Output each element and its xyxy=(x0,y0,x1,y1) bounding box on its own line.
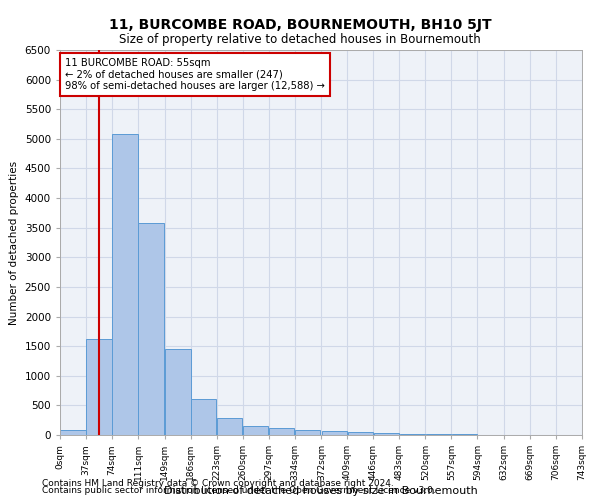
Bar xyxy=(217,418,242,435)
Y-axis label: Number of detached properties: Number of detached properties xyxy=(9,160,19,324)
Bar xyxy=(295,430,320,435)
Text: Contains HM Land Registry data © Crown copyright and database right 2024.: Contains HM Land Registry data © Crown c… xyxy=(42,478,394,488)
Bar xyxy=(191,400,217,435)
Bar xyxy=(138,223,164,435)
Bar xyxy=(452,434,477,435)
Bar xyxy=(86,339,112,435)
Bar xyxy=(112,134,138,435)
Text: Contains public sector information licensed under the Open Government Licence v3: Contains public sector information licen… xyxy=(42,486,436,495)
Text: Size of property relative to detached houses in Bournemouth: Size of property relative to detached ho… xyxy=(119,32,481,46)
Text: 11 BURCOMBE ROAD: 55sqm
← 2% of detached houses are smaller (247)
98% of semi-de: 11 BURCOMBE ROAD: 55sqm ← 2% of detached… xyxy=(65,58,325,91)
Bar xyxy=(269,428,295,435)
X-axis label: Distribution of detached houses by size in Bournemouth: Distribution of detached houses by size … xyxy=(164,486,478,496)
Bar xyxy=(322,432,347,435)
Bar xyxy=(243,426,268,435)
Bar xyxy=(374,433,399,435)
Bar xyxy=(425,434,451,435)
Bar xyxy=(165,349,191,435)
Text: 11, BURCOMBE ROAD, BOURNEMOUTH, BH10 5JT: 11, BURCOMBE ROAD, BOURNEMOUTH, BH10 5JT xyxy=(109,18,491,32)
Bar xyxy=(347,432,373,435)
Bar xyxy=(400,434,425,435)
Bar xyxy=(60,430,86,435)
